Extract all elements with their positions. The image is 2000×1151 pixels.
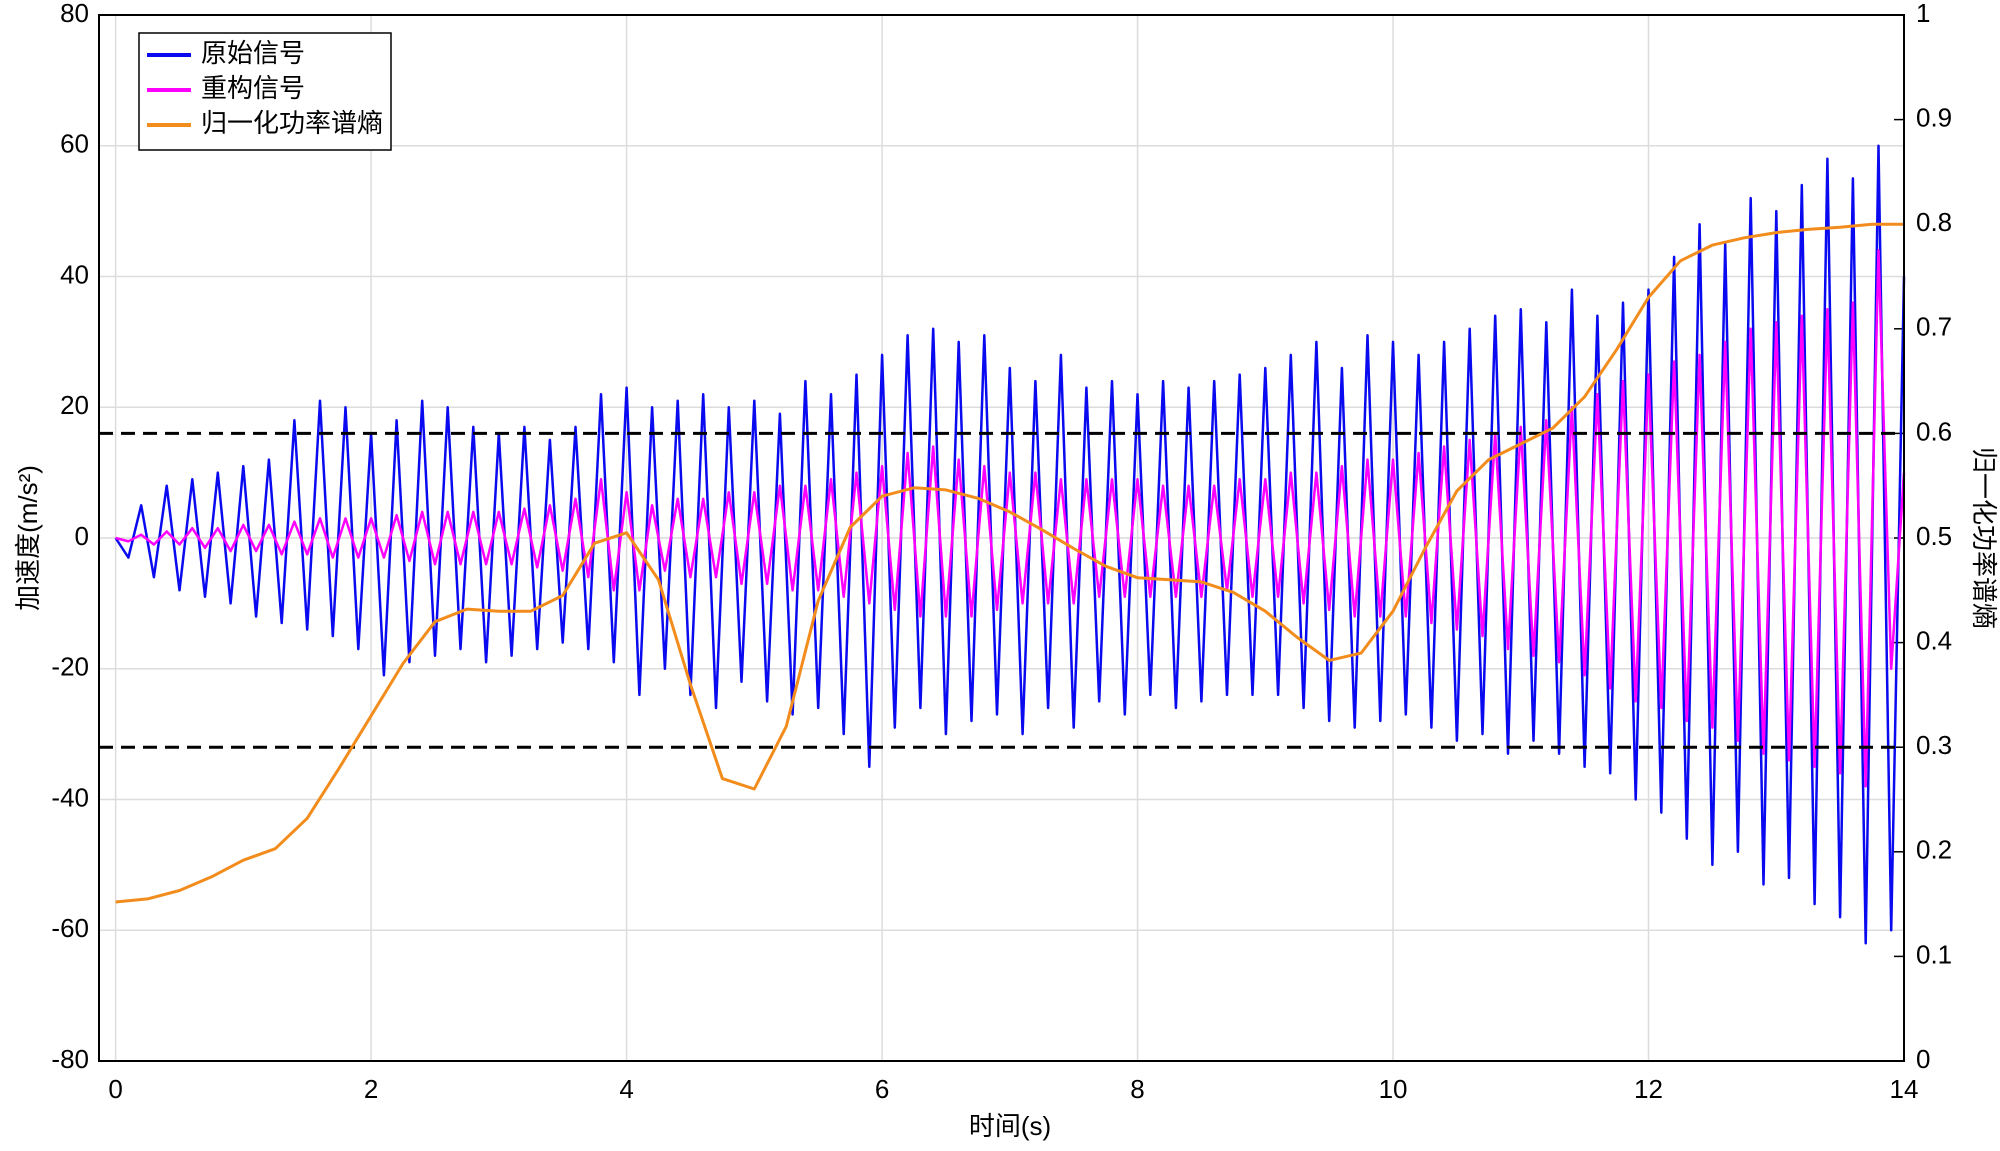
y2-tick-label: 0.3 bbox=[1916, 730, 1952, 760]
y-tick-label: 20 bbox=[60, 390, 89, 420]
plot-frame bbox=[98, 14, 1905, 1062]
series-line bbox=[115, 222, 1904, 904]
series-line bbox=[115, 249, 1906, 788]
y2-tick-label: 0.5 bbox=[1916, 521, 1952, 551]
x-tick-label: 10 bbox=[1379, 1074, 1408, 1104]
series-line bbox=[114, 144, 1906, 945]
legend-label: 重构信号 bbox=[201, 73, 305, 103]
y-tick-label: 80 bbox=[60, 0, 89, 28]
y-tick-label: -80 bbox=[51, 1044, 89, 1074]
legend-label: 原始信号 bbox=[201, 38, 305, 68]
y-tick-label: -20 bbox=[51, 652, 89, 682]
x-tick-label: 6 bbox=[875, 1074, 889, 1104]
x-tick-label: 14 bbox=[1890, 1074, 1919, 1104]
x-axis-label: 时间(s) bbox=[969, 1111, 1051, 1141]
y2-tick-label: 0.6 bbox=[1916, 416, 1952, 446]
y2-tick-label: 0.8 bbox=[1916, 207, 1952, 237]
y2-tick-label: 0.2 bbox=[1916, 835, 1952, 865]
y-axis-label: 加速度(m/s²) bbox=[13, 465, 43, 611]
x-tick-label: 2 bbox=[364, 1074, 378, 1104]
y2-tick-label: 0.9 bbox=[1916, 102, 1952, 132]
x-tick-label: 12 bbox=[1634, 1074, 1663, 1104]
y-tick-label: -40 bbox=[51, 782, 89, 812]
y2-tick-label: 0.7 bbox=[1916, 312, 1952, 342]
y2-axis-label: 归一化功率谱熵 bbox=[1969, 447, 1999, 629]
y-tick-label: 60 bbox=[60, 129, 89, 159]
y2-tick-label: 0.4 bbox=[1916, 625, 1952, 655]
legend-label: 归一化功率谱熵 bbox=[201, 108, 383, 138]
x-tick-label: 0 bbox=[108, 1074, 122, 1104]
y-tick-label: 40 bbox=[60, 259, 89, 289]
x-tick-label: 4 bbox=[619, 1074, 633, 1104]
y2-tick-label: 1 bbox=[1916, 0, 1930, 28]
y2-tick-label: 0 bbox=[1916, 1044, 1930, 1074]
y2-tick-label: 0.1 bbox=[1916, 939, 1952, 969]
y-tick-label: -60 bbox=[51, 913, 89, 943]
y-tick-label: 0 bbox=[75, 521, 89, 551]
x-tick-label: 8 bbox=[1130, 1074, 1144, 1104]
